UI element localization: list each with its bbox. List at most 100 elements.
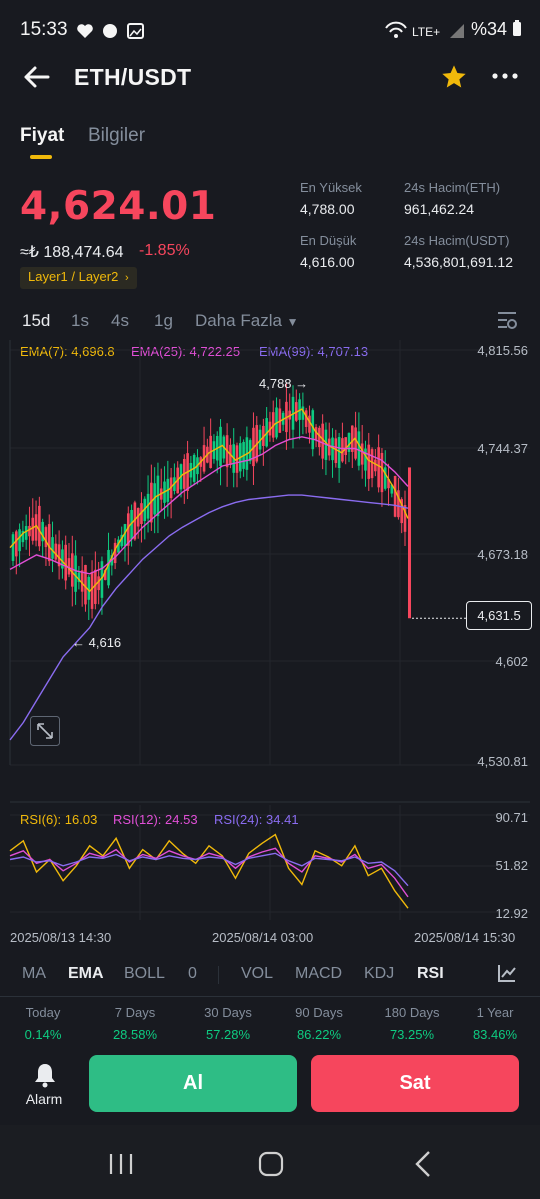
status-time: 15:33 [20,19,68,40]
candle-body [341,438,344,462]
interval-1s[interactable]: 1s [71,311,89,330]
interval-1g[interactable]: 1g [154,311,173,330]
indicator-ma[interactable]: MA [22,965,46,982]
candle-body [61,549,64,569]
perf-label-30d: 30 Days [204,1005,252,1020]
candle-body [321,423,324,459]
candle-body [400,499,404,524]
candle-body [383,467,387,489]
legend-rsi24: RSI(24): 34.41 [214,812,299,827]
candle-body [74,555,77,592]
rsi-line-rsi12 [9,847,409,898]
category-tag[interactable]: Layer1 / Layer2 › [20,267,137,289]
candle-body [374,459,377,472]
rsi-tick-2: 51.82 [495,858,528,873]
indicator-ema[interactable]: EMA [68,965,104,982]
candle-body [126,513,130,546]
low-label: En Düşük [300,233,357,248]
volume-usdt-label: 24s Hacim(USDT) [404,233,510,248]
favorite-star-icon[interactable] [440,63,468,91]
candle-body [377,447,380,488]
rsi-lines [9,833,409,909]
candle-body [11,534,15,561]
battery-icon [513,20,521,36]
last-price-marker: 4,631.5 [466,601,532,630]
legend-rsi12: RSI(12): 24.53 [113,812,198,827]
perf-label-180d: 180 Days [384,1005,440,1020]
alarm-bell-icon[interactable] [33,1062,57,1088]
candle-body [28,525,31,537]
perf-label-90d: 90 Days [295,1005,343,1020]
back-arrow-icon[interactable] [20,62,54,92]
candle-body [133,502,137,540]
recent-apps-icon[interactable] [108,1152,134,1176]
tab-indicator [30,155,52,159]
last-price: 4,624.01 [20,184,217,229]
rsi-line-rsi24 [9,852,409,887]
indicator-vol[interactable]: VOL [241,965,274,982]
candle-body [301,406,305,420]
indicator-rsi[interactable]: RSI [417,965,444,982]
candle-body [103,570,107,580]
x-label-3: 2025/08/14 15:30 [414,930,516,945]
candle-body [331,437,334,461]
candle-body [314,427,318,441]
candle-body [334,438,338,464]
home-icon[interactable] [258,1151,284,1177]
last-candle [408,467,411,619]
buy-button[interactable]: Al [89,1055,297,1112]
rsi-tick-3: 12.92 [495,906,528,921]
perf-value-90d: 86.22% [296,1027,342,1042]
indicator-boll[interactable]: BOLL [124,965,165,982]
y-tick-1: 4,815.56 [477,343,528,358]
fiat-value: ≈₺ 188,474.64 [20,244,124,261]
indicator-kdj[interactable]: KDJ [364,965,395,982]
candle-body [403,505,407,532]
interval-15d[interactable]: 15d [22,311,51,330]
candle-body [123,524,127,547]
system-nav-bar [0,1125,540,1199]
more-options-icon[interactable] [490,66,520,86]
interval-more-label: Daha Fazla [195,311,282,330]
tab-info[interactable]: Bilgiler [88,125,146,146]
candle-body [360,443,364,465]
candle-body [24,526,28,540]
interval-more[interactable]: Daha Fazla ▼ [195,311,299,331]
chart-settings-icon[interactable] [496,310,518,330]
perf-value-today: 0.14% [24,1027,62,1042]
tab-price[interactable]: Fiyat [20,125,65,146]
chart-grid [9,340,530,920]
candle-body [80,570,84,592]
price-chart[interactable] [0,335,540,935]
x-label-1: 2025/08/13 14:30 [10,930,112,945]
candle-body [143,498,147,522]
perf-value-7d: 28.58% [112,1027,158,1042]
status-bar: 15:33 LTE+ %34 [0,0,540,60]
indicator-custom[interactable]: 0 [188,965,197,982]
candle-body [327,438,331,456]
pair-title: ETH/USDT [74,64,192,90]
candle-body [344,437,348,456]
back-nav-icon[interactable] [414,1150,432,1178]
candle-body [354,427,357,459]
candle-body [393,475,397,517]
ema-lines [9,408,409,741]
candle-body [107,549,110,586]
perf-label-today: Today [25,1005,61,1020]
perf-value-180d: 73.25% [389,1027,435,1042]
expand-icon[interactable] [30,716,60,746]
volume-usdt-value: 4,536,801,691.12 [404,254,513,270]
indicator-macd[interactable]: MACD [295,965,343,982]
interval-4s[interactable]: 4s [111,311,129,330]
high-label: En Yüksek [300,180,362,195]
legend-ema7: EMA(7): 4,696.8 [20,344,115,359]
alarm-label[interactable]: Alarm [25,1091,63,1107]
candle-body [97,576,100,591]
sell-button[interactable]: Sat [311,1055,519,1112]
notification-icons [77,23,144,39]
x-label-2: 2025/08/14 03:00 [212,930,314,945]
candle-body [370,449,374,479]
candle-body [57,544,61,567]
low-annotation: ← 4,616 [72,635,122,650]
indicator-settings-icon[interactable] [497,963,517,983]
